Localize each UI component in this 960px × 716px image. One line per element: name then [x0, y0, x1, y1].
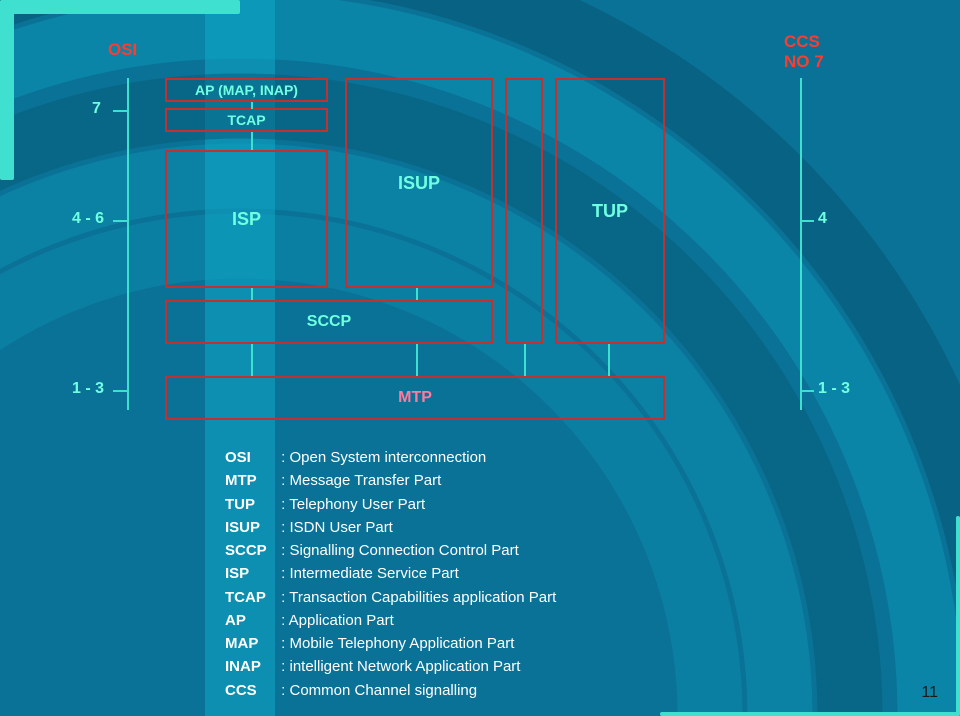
legend-row: AP : Application Part	[225, 609, 556, 632]
ccs-layer-4: 4	[818, 210, 827, 228]
block-tup-label: TUP	[592, 201, 628, 222]
legend-row: SCCP : Signalling Connection Control Par…	[225, 539, 556, 562]
legend-desc: : intelligent Network Application Part	[277, 658, 520, 675]
ccs-tick-13	[800, 390, 814, 392]
legend-abbr: ISUP	[225, 516, 277, 539]
connector-line	[251, 102, 253, 109]
legend-desc: : Telephony User Part	[277, 496, 425, 513]
osi-layer-7: 7	[92, 100, 101, 118]
ccs-title-line2: NO 7	[784, 52, 824, 71]
page-number: 11	[921, 684, 938, 702]
legend-row: MAP : Mobile Telephony Application Part	[225, 632, 556, 655]
block-isp: ISP	[165, 150, 328, 288]
block-mtp: MTP	[165, 376, 665, 420]
accent-bottom	[660, 712, 960, 716]
ccs-tick-4	[800, 220, 814, 222]
accent-left	[0, 0, 14, 180]
legend-desc: : Signalling Connection Control Part	[277, 542, 519, 559]
ccs-title-line1: CCS	[784, 32, 820, 51]
connector-line	[416, 344, 418, 376]
block-isup-label: ISUP	[398, 173, 440, 194]
legend-abbr: SCCP	[225, 539, 277, 562]
legend-desc: : Application Part	[277, 612, 394, 629]
ccs-axis-title: CCS NO 7	[784, 32, 824, 71]
connector-line	[608, 344, 610, 376]
block-isup: ISUP	[345, 78, 493, 288]
legend-desc: : Mobile Telephony Application Part	[277, 635, 514, 652]
legend-row: OSI : Open System interconnection	[225, 446, 556, 469]
slide: OSI CCS NO 7 7 4 - 6 1 - 3 4 1 - 3 AP (M…	[0, 0, 960, 716]
legend-abbr: CCS	[225, 679, 277, 702]
osi-tick-13	[113, 390, 127, 392]
accent-right	[956, 516, 960, 716]
block-ap: AP (MAP, INAP)	[165, 78, 328, 102]
connector-line	[524, 344, 526, 376]
block-sccp: SCCP	[165, 300, 493, 344]
legend-desc: : Transaction Capabilities application P…	[277, 589, 556, 606]
legend-desc: : Intermediate Service Part	[277, 565, 459, 582]
legend-abbr: TCAP	[225, 586, 277, 609]
legend-row: TUP : Telephony User Part	[225, 493, 556, 516]
legend-desc: : ISDN User Part	[277, 519, 393, 536]
block-isp-label: ISP	[232, 209, 261, 230]
block-tup: TUP	[555, 78, 665, 344]
osi-axis-title: OSI	[108, 40, 137, 60]
ccs-layer-1-3: 1 - 3	[818, 380, 850, 398]
legend-abbr: TUP	[225, 493, 277, 516]
ccs-axis-line	[800, 78, 802, 410]
legend-row: CCS : Common Channel signalling	[225, 679, 556, 702]
connector-line	[251, 344, 253, 376]
legend: OSI : Open System interconnectionMTP : M…	[225, 446, 556, 702]
block-ap-label: AP (MAP, INAP)	[195, 82, 298, 98]
block-sccp-label: SCCP	[307, 313, 351, 331]
connector-line	[251, 288, 253, 300]
block-tcap-label: TCAP	[227, 112, 265, 128]
connector-line	[416, 288, 418, 300]
legend-desc: : Open System interconnection	[277, 449, 486, 466]
legend-abbr: ISP	[225, 562, 277, 585]
osi-axis-line	[127, 78, 129, 410]
accent-top	[0, 0, 240, 14]
legend-abbr: MAP	[225, 632, 277, 655]
legend-row: TCAP : Transaction Capabilities applicat…	[225, 586, 556, 609]
osi-tick-46	[113, 220, 127, 222]
osi-layer-4-6: 4 - 6	[72, 210, 104, 228]
legend-row: MTP : Message Transfer Part	[225, 469, 556, 492]
block-mtp-label: MTP	[398, 389, 432, 407]
osi-tick-7	[113, 110, 127, 112]
legend-row: ISP : Intermediate Service Part	[225, 562, 556, 585]
osi-layer-1-3: 1 - 3	[72, 380, 104, 398]
legend-desc: : Message Transfer Part	[277, 472, 441, 489]
block-spare	[505, 78, 543, 344]
block-tcap: TCAP	[165, 108, 328, 132]
legend-abbr: MTP	[225, 469, 277, 492]
legend-abbr: OSI	[225, 446, 277, 469]
legend-row: ISUP : ISDN User Part	[225, 516, 556, 539]
connector-line	[251, 132, 253, 150]
legend-desc: : Common Channel signalling	[277, 682, 477, 699]
legend-abbr: INAP	[225, 655, 277, 678]
legend-row: INAP : intelligent Network Application P…	[225, 655, 556, 678]
legend-abbr: AP	[225, 609, 277, 632]
